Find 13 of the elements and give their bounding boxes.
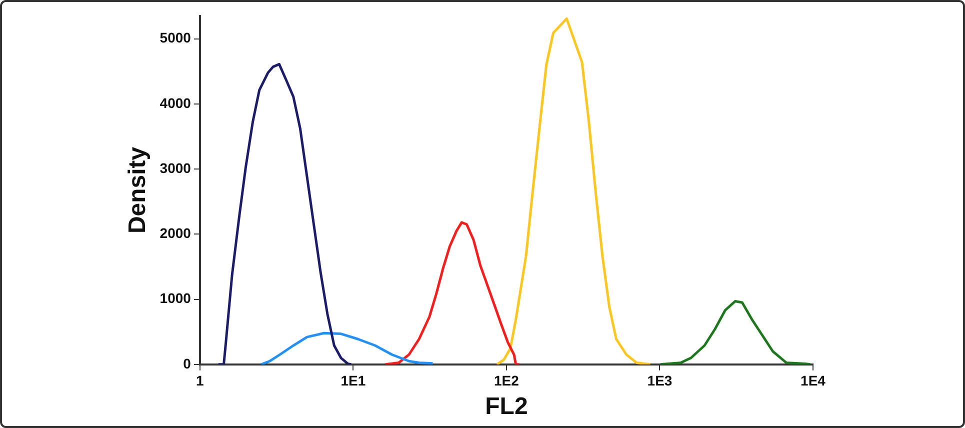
x-tick-label: 1E2 <box>494 372 520 389</box>
x-tick-label: 1E4 <box>800 372 826 389</box>
y-tick-label: 3000 <box>160 160 192 176</box>
x-tick-label: 1 <box>196 372 204 389</box>
y-tick-label: 2000 <box>160 225 192 242</box>
x-axis-title: FL2 <box>485 393 528 420</box>
y-tick-label: 0 <box>183 355 192 372</box>
y-tick-label: 1000 <box>160 290 192 306</box>
x-tick-label: 1E1 <box>340 372 366 389</box>
y-axis-title: Density <box>124 146 152 234</box>
x-tick-label: 1E3 <box>647 372 672 389</box>
y-tick-label: 4000 <box>160 94 192 111</box>
y-tick-label: 5000 <box>160 30 192 46</box>
